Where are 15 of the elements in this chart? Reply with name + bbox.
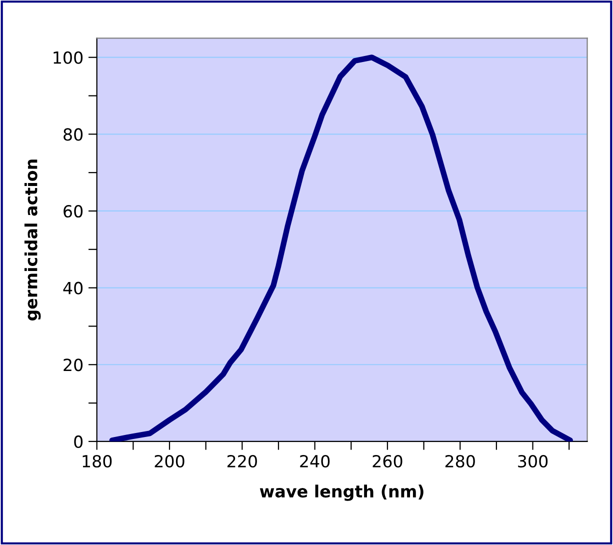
x-tick-label: 280 xyxy=(445,454,475,468)
x-tick-label: 220 xyxy=(227,454,257,468)
y-tick-label: 0 xyxy=(74,435,83,448)
x-axis-title: wave length (nm) xyxy=(260,484,424,501)
x-tick-label: 240 xyxy=(300,454,330,468)
x-tick-label: 260 xyxy=(372,454,402,468)
y-axis-title: germicidal action xyxy=(24,160,41,321)
y-tick-label: 20 xyxy=(64,358,83,372)
x-tick-label: 200 xyxy=(154,454,184,468)
x-tick-label: 180 xyxy=(82,454,112,468)
y-tick-label: 80 xyxy=(64,128,83,141)
y-tick-label: 60 xyxy=(64,204,83,218)
y-tick-label: 100 xyxy=(54,51,83,64)
y-tick-label: 40 xyxy=(63,282,83,294)
x-tick-label: 300 xyxy=(518,454,548,468)
